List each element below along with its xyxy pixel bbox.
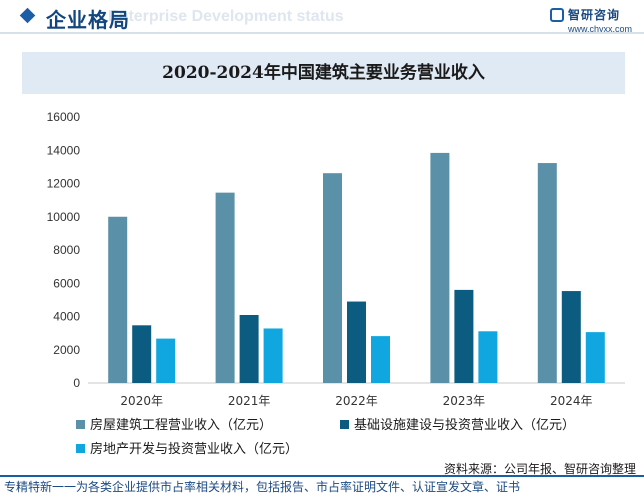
bar [537,163,557,383]
brand: 智研咨询 www.chyxx.com [549,4,632,34]
legend-item-infrastructure: 基础设施建设与投资营业收入（亿元） [340,414,575,433]
brand-url: www.chyxx.com [567,24,632,34]
x-tick-label: 2023年 [443,394,486,408]
y-tick-label: 10000 [47,210,81,224]
bar [323,173,342,383]
bar [454,289,474,383]
bar [132,325,152,383]
footer-divider [0,475,644,477]
bar [347,301,366,383]
bar [239,315,259,383]
y-tick-label: 0 [73,376,80,390]
y-tick-label: 12000 [47,177,81,191]
legend-item-housing: 房屋建筑工程营业收入（亿元） [76,414,272,433]
header-title: 企业格局 [46,8,130,32]
bar [371,336,390,383]
header-subtitle: Enterprise Development status [108,8,344,25]
x-tick-label: 2020年 [120,394,163,408]
bar [478,331,498,383]
bar [108,216,128,383]
chart-title-banner: 2020-2024年中国建筑主要业务营业收入 [22,52,625,94]
legend-label-real-estate: 房地产开发与投资营业收入（亿元） [90,442,299,457]
bar [585,332,605,383]
legend-swatch-housing [76,420,85,429]
brand-logo-icon [549,7,564,22]
y-tick-label: 16000 [47,110,81,124]
legend-swatch-real-estate [76,444,85,453]
legend-swatch-infrastructure [340,420,349,429]
x-tick-label: 2021年 [228,394,271,408]
bar [561,291,581,383]
bar-chart: 0 2000 4000 6000 8000 10000 12000 14000 16000 202… [47,110,625,408]
bar [263,328,283,383]
x-tick-label: 2022年 [335,394,378,408]
bar [215,192,235,383]
y-tick-label: 4000 [53,310,80,324]
legend-label-infrastructure: 基础设施建设与投资营业收入（亿元） [354,418,576,433]
bar [430,152,450,383]
y-tick-label: 14000 [47,143,81,157]
brand-name: 智研咨询 [567,8,620,22]
header-divider [0,32,644,34]
legend-label-housing: 房屋建筑工程营业收入（亿元） [90,418,273,433]
y-tick-label: 8000 [53,243,80,257]
legend-item-real-estate: 房地产开发与投资营业收入（亿元） [76,438,298,457]
data-source: 资料来源：公司年报、智研咨询整理 [443,462,636,476]
y-tick-label: 2000 [53,343,80,357]
chart-title: 2020-2024年中国建筑主要业务营业收入 [162,63,485,83]
bar [156,338,176,383]
footer-note: 专精特新一一为各类企业提供市占率相关材料，包括报告、市占率证明文件、认证宣发文章… [4,480,521,494]
y-tick-label: 6000 [53,276,80,290]
x-tick-label: 2024年 [550,394,593,408]
page-header: Enterprise Development status 企业格局 智研咨询 … [0,0,644,36]
